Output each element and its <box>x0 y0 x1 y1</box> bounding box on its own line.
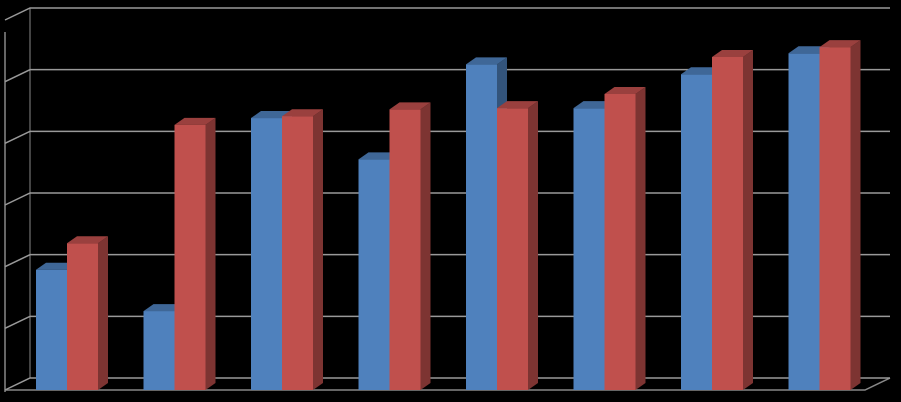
bar-top <box>788 46 830 54</box>
bar <box>819 47 851 391</box>
bar <box>36 269 67 390</box>
bar <box>358 159 390 390</box>
bar <box>497 108 528 390</box>
bar-top <box>358 152 400 160</box>
grid-line <box>4 7 890 21</box>
grid-line <box>4 68 890 83</box>
bar <box>389 109 421 391</box>
bar-top <box>573 101 615 109</box>
bar-side <box>420 102 431 391</box>
bar-top <box>389 102 431 110</box>
bar <box>174 124 206 390</box>
bar <box>712 57 743 390</box>
bar-top <box>67 236 108 244</box>
bar-top <box>251 111 292 119</box>
bar-side <box>205 117 216 390</box>
bar-top <box>282 109 323 117</box>
bar-top <box>681 67 722 75</box>
bar-top <box>466 57 507 65</box>
bar-top <box>143 304 185 312</box>
bar <box>143 311 175 390</box>
bar <box>67 243 98 390</box>
bar-side <box>635 87 646 390</box>
bar-top <box>819 40 861 48</box>
bar-side <box>528 101 538 390</box>
bar-top <box>712 50 753 57</box>
bar-side <box>313 109 323 390</box>
bar-side <box>850 40 861 391</box>
bar <box>251 118 282 391</box>
bar-top <box>604 87 646 94</box>
bar-side <box>743 50 753 390</box>
bar-top <box>36 262 77 270</box>
bar <box>788 53 820 391</box>
bar <box>466 64 497 391</box>
bar <box>573 108 605 390</box>
bar-top <box>497 101 538 109</box>
bar <box>282 116 313 390</box>
bar-top <box>174 117 216 125</box>
bar-side <box>98 236 108 390</box>
bar <box>604 94 636 390</box>
bar <box>681 74 712 391</box>
